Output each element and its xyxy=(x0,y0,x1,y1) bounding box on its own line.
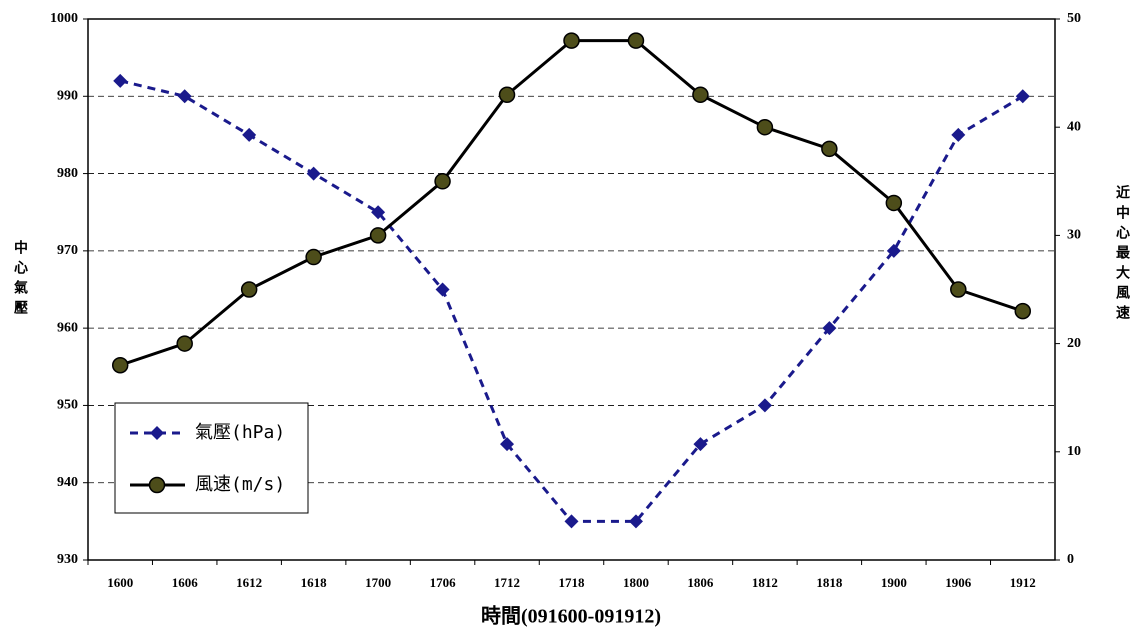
data-point xyxy=(305,248,322,266)
legend-box xyxy=(114,402,309,514)
data-point xyxy=(176,335,193,352)
x-tick-label: 1600 xyxy=(107,575,133,590)
legend-marker xyxy=(150,426,164,440)
data-point xyxy=(885,194,903,212)
data-point xyxy=(756,118,774,136)
data-point xyxy=(1015,89,1030,104)
data-point xyxy=(242,127,257,142)
data-point xyxy=(693,437,708,452)
x-tick-label: 1800 xyxy=(623,575,649,590)
y2-tick-label: 30 xyxy=(1067,228,1081,243)
data-point xyxy=(692,86,709,103)
data-point xyxy=(822,321,837,336)
data-point xyxy=(628,514,643,529)
data-point xyxy=(371,205,386,220)
legend-label: 風速(m/s) xyxy=(195,474,285,495)
legend: 氣壓(hPa) 風速(m/s) xyxy=(114,402,309,514)
data-point xyxy=(821,140,838,158)
data-point xyxy=(564,514,579,529)
y2-tick-label: 40 xyxy=(1067,119,1081,134)
data-point xyxy=(627,32,645,49)
data-point xyxy=(177,89,192,104)
y-tick-label: 950 xyxy=(57,398,78,413)
data-point xyxy=(435,282,450,297)
x-axis-label: 時間(091600-091912) xyxy=(481,604,661,628)
x-tick-label: 1618 xyxy=(301,575,328,590)
y-tick-label: 970 xyxy=(57,243,78,258)
x-tick-label: 1806 xyxy=(687,575,714,590)
y-tick-label: 1000 xyxy=(50,11,78,26)
x-tick-label: 1906 xyxy=(945,575,972,590)
data-point xyxy=(500,437,515,452)
data-point xyxy=(306,166,321,181)
data-point xyxy=(1014,302,1032,320)
data-point xyxy=(240,281,258,298)
x-tick-label: 1706 xyxy=(430,575,457,590)
data-point xyxy=(951,127,966,142)
y-axis-label: 中心氣壓 xyxy=(12,239,28,320)
x-tick-label: 1606 xyxy=(172,575,199,590)
x-tick-label: 1818 xyxy=(816,575,843,590)
y2-tick-label: 20 xyxy=(1067,336,1081,351)
data-point xyxy=(498,86,516,103)
data-point xyxy=(111,356,129,374)
plot-frame xyxy=(87,18,1056,561)
y2-tick-label: 10 xyxy=(1067,444,1081,459)
data-point xyxy=(369,227,387,244)
legend-marker xyxy=(148,476,166,494)
data-point xyxy=(113,73,128,88)
x-tick-label: 1900 xyxy=(881,575,907,590)
x-tick-label: 1718 xyxy=(559,575,586,590)
data-point xyxy=(757,398,772,413)
x-tick-label: 1700 xyxy=(365,575,391,590)
x-tick-label: 1812 xyxy=(752,575,778,590)
data-point xyxy=(950,281,967,298)
data-point xyxy=(434,173,451,190)
data-point xyxy=(563,32,580,49)
y-tick-label: 990 xyxy=(57,89,78,104)
data-point xyxy=(886,243,901,258)
x-tick-label: 1612 xyxy=(236,575,262,590)
y2-tick-label: 0 xyxy=(1067,552,1074,567)
y-tick-label: 980 xyxy=(57,166,78,181)
x-tick-label: 1712 xyxy=(494,575,520,590)
y2-tick-label: 50 xyxy=(1067,11,1081,26)
legend-label: 氣壓(hPa) xyxy=(195,422,285,443)
y-tick-label: 930 xyxy=(57,552,78,567)
y-tick-label: 940 xyxy=(57,475,78,490)
y2-axis-label: 近中心最大風速 xyxy=(1114,184,1130,325)
x-tick-label: 1912 xyxy=(1010,575,1036,590)
y-tick-label: 960 xyxy=(57,320,78,335)
